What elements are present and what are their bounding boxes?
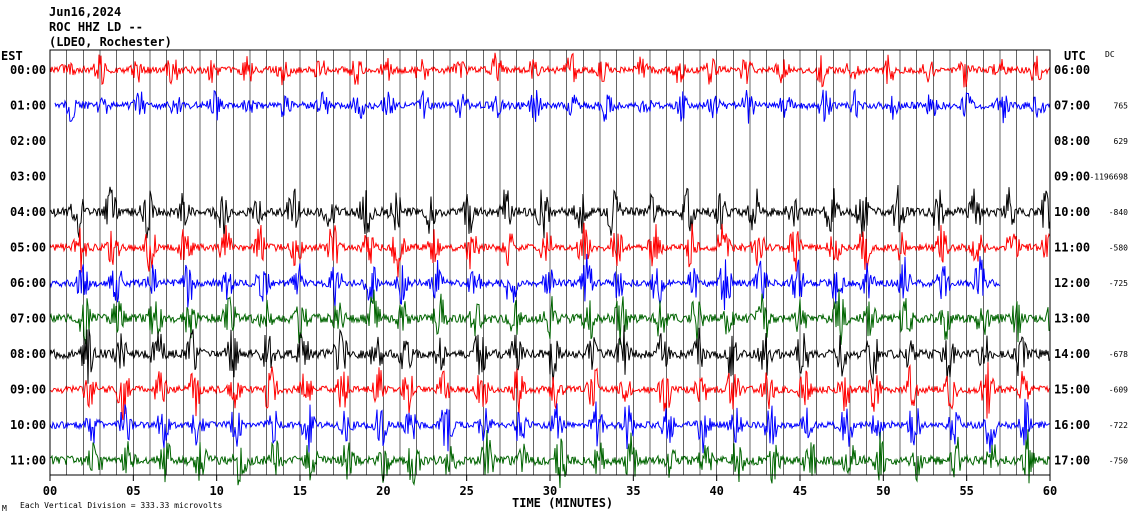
est-tick-label: 05:00 — [10, 241, 46, 255]
utc-tick-label: 13:00 — [1054, 312, 1090, 326]
x-tick-label: 30 — [543, 484, 557, 498]
dc-offset-label: -609 — [1109, 386, 1128, 395]
date-label: Jun16,2024 — [49, 5, 122, 19]
x-tick-label: 10 — [209, 484, 223, 498]
x-tick-label: 40 — [709, 484, 723, 498]
utc-tick-label: 09:00 — [1054, 170, 1090, 184]
utc-tick-label: 11:00 — [1054, 241, 1090, 255]
footer-mark: M — [2, 504, 7, 513]
dc-offset-label: -1196698 — [1089, 173, 1128, 182]
utc-tick-label: 07:00 — [1054, 99, 1090, 113]
x-tick-label: 20 — [376, 484, 390, 498]
utc-tick-label: 12:00 — [1054, 276, 1090, 290]
grid-lines — [66, 50, 1034, 475]
x-tick-label: 25 — [459, 484, 473, 498]
axis-labels: 00:00 06:00 01:00 07:00 765 02:00 08:00 629 03:0… — [10, 63, 1128, 498]
trace-0600 — [49, 253, 1001, 311]
trace-0100 — [54, 88, 1051, 124]
x-axis-title: TIME (MINUTES) — [512, 496, 613, 510]
x-tick-label: 45 — [793, 484, 807, 498]
dc-column-label: DC — [1105, 50, 1115, 59]
est-tick-label: 00:00 — [10, 63, 46, 77]
trace-0900 — [49, 362, 1051, 420]
est-tick-label: 11:00 — [10, 454, 46, 468]
station-label: ROC HHZ LD -- — [49, 20, 143, 34]
trace-0500 — [49, 222, 1051, 278]
dc-offset-label: -580 — [1109, 244, 1128, 253]
x-tick-label: 50 — [876, 484, 890, 498]
x-tick-label: 15 — [293, 484, 307, 498]
est-tick-label: 01:00 — [10, 99, 46, 113]
dc-offset-label: 765 — [1114, 102, 1129, 111]
x-tick-label: 00 — [43, 484, 57, 498]
dc-offset-label: 629 — [1114, 137, 1129, 146]
dc-offset-label: -722 — [1109, 421, 1128, 430]
x-tick-label: 60 — [1043, 484, 1057, 498]
scale-note: Each Vertical Division = 333.33 microvol… — [20, 501, 222, 510]
network-label: (LDEO, Rochester) — [49, 35, 172, 49]
est-axis-label: EST — [1, 49, 23, 63]
dc-offset-label: -840 — [1109, 208, 1128, 217]
dc-offset-label: -725 — [1109, 279, 1128, 288]
x-tick-label: 35 — [626, 484, 640, 498]
utc-tick-label: 06:00 — [1054, 63, 1090, 77]
trace-0400 — [49, 184, 1051, 239]
trace-0800 — [49, 325, 1051, 385]
trace-1000 — [49, 398, 1051, 454]
dc-offset-label: -678 — [1109, 350, 1128, 359]
est-tick-label: 02:00 — [10, 134, 46, 148]
utc-tick-label: 10:00 — [1054, 205, 1090, 219]
utc-axis-label: UTC — [1064, 49, 1086, 63]
est-tick-label: 10:00 — [10, 418, 46, 432]
est-tick-label: 07:00 — [10, 312, 46, 326]
trace-0000 — [49, 52, 1051, 88]
est-tick-label: 09:00 — [10, 383, 46, 397]
utc-tick-label: 17:00 — [1054, 454, 1090, 468]
x-tick-label: 05 — [126, 484, 140, 498]
est-tick-label: 04:00 — [10, 205, 46, 219]
utc-tick-label: 16:00 — [1054, 418, 1090, 432]
trace-0700 — [49, 288, 1051, 345]
x-tick-label: 55 — [959, 484, 973, 498]
utc-tick-label: 14:00 — [1054, 347, 1090, 361]
utc-tick-label: 08:00 — [1054, 134, 1090, 148]
est-tick-label: 03:00 — [10, 170, 46, 184]
est-tick-label: 06:00 — [10, 276, 46, 290]
est-tick-label: 08:00 — [10, 347, 46, 361]
dc-offset-label: -750 — [1109, 457, 1128, 466]
seismic-traces — [49, 52, 1051, 489]
trace-1100 — [50, 429, 1051, 489]
utc-tick-label: 15:00 — [1054, 383, 1090, 397]
